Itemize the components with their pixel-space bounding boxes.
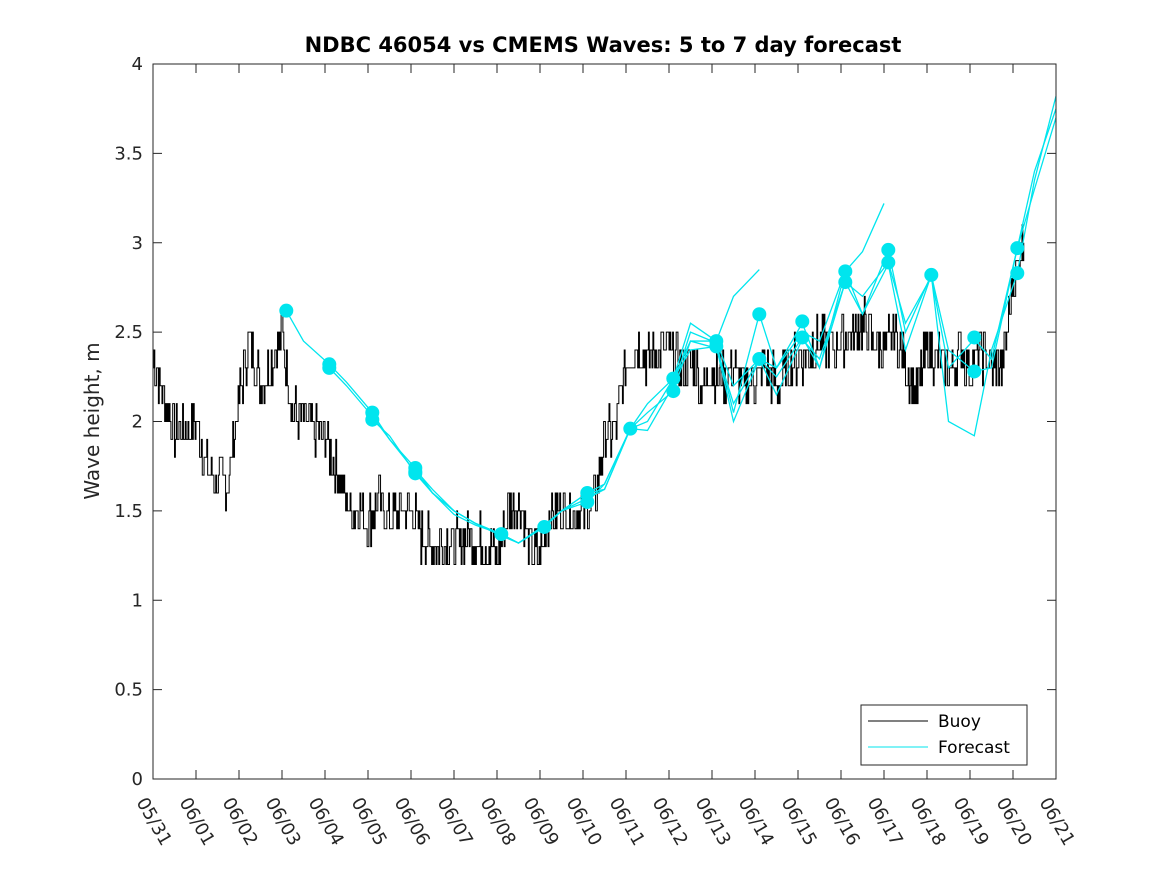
forecast-marker — [1010, 241, 1025, 256]
legend-box — [860, 704, 1028, 766]
legend-buoy-label: Buoy — [938, 712, 981, 732]
y-tick-label: 3 — [132, 233, 143, 254]
chart-title: NDBC 46054 vs CMEMS Waves: 5 to 7 day fo… — [305, 33, 902, 57]
forecast-marker — [580, 494, 595, 509]
legend: Buoy Forecast — [860, 704, 1028, 766]
forecast-marker — [322, 360, 337, 375]
y-tick-label: 2 — [132, 412, 143, 433]
x-tick-label: 06/01 — [175, 794, 219, 849]
forecast-line — [672, 117, 1056, 424]
forecast-marker — [881, 255, 896, 270]
x-tick-label: 06/08 — [476, 794, 520, 849]
y-tick-label: 0.5 — [114, 680, 143, 701]
forecast-marker — [279, 303, 294, 318]
plot-frame — [152, 63, 1057, 780]
forecast-marker — [967, 364, 982, 379]
x-tick-label: 06/09 — [519, 794, 563, 849]
x-tick-label: 06/11 — [605, 794, 649, 849]
x-tick-label: 06/21 — [1035, 794, 1079, 849]
forecast-marker — [1010, 266, 1025, 281]
y-tick-label: 4 — [132, 54, 143, 75]
y-axis-label: Wave height, m — [80, 342, 104, 499]
x-tick-label: 06/12 — [648, 794, 692, 849]
y-tick-label: 2.5 — [114, 322, 143, 343]
forecast-marker — [881, 242, 896, 257]
x-tick-label: 06/16 — [820, 794, 864, 849]
y-tick-label: 3.5 — [114, 143, 143, 164]
x-tick-label: 06/20 — [992, 794, 1036, 849]
forecast-marker — [967, 330, 982, 345]
x-tick-label: 06/15 — [777, 794, 821, 849]
x-tick-label: 06/05 — [347, 794, 391, 849]
forecast-marker — [623, 421, 638, 436]
x-tick-label: 06/14 — [734, 794, 778, 849]
forecast-marker — [365, 412, 380, 427]
forecast-marker — [666, 371, 681, 386]
x-tick-label: 06/19 — [949, 794, 993, 849]
forecast-marker — [752, 351, 767, 366]
legend-forecast-label: Forecast — [938, 738, 1010, 758]
x-tick-label: 06/04 — [304, 794, 348, 849]
forecast-marker — [408, 466, 423, 481]
forecast-marker — [709, 339, 724, 354]
x-tick-label: 06/18 — [906, 794, 950, 849]
x-tick-label: 06/13 — [691, 794, 735, 849]
chart-marks — [153, 96, 1056, 565]
x-tick-label: 06/10 — [562, 794, 606, 849]
forecast-marker — [795, 314, 810, 329]
forecast-marker — [924, 267, 939, 282]
y-tick-label: 1.5 — [114, 501, 143, 522]
x-tick-label: 06/06 — [390, 794, 434, 849]
forecast-marker — [752, 307, 767, 322]
forecast-marker — [494, 527, 509, 542]
x-tick-label: 05/31 — [132, 794, 176, 849]
x-tick-label: 06/07 — [433, 794, 477, 849]
forecast-marker — [666, 384, 681, 399]
x-tick-label: 06/03 — [261, 794, 305, 849]
buoy-line — [153, 224, 1025, 565]
forecast-line — [414, 108, 1056, 544]
x-tick-label: 06/02 — [218, 794, 262, 849]
y-tick-label: 1 — [132, 590, 143, 611]
forecast-marker — [537, 519, 552, 534]
forecast-marker — [838, 275, 853, 290]
y-tick-label: 0 — [132, 769, 143, 790]
forecast-marker — [838, 264, 853, 279]
x-tick-label: 06/17 — [863, 794, 907, 849]
forecast-marker — [795, 330, 810, 345]
